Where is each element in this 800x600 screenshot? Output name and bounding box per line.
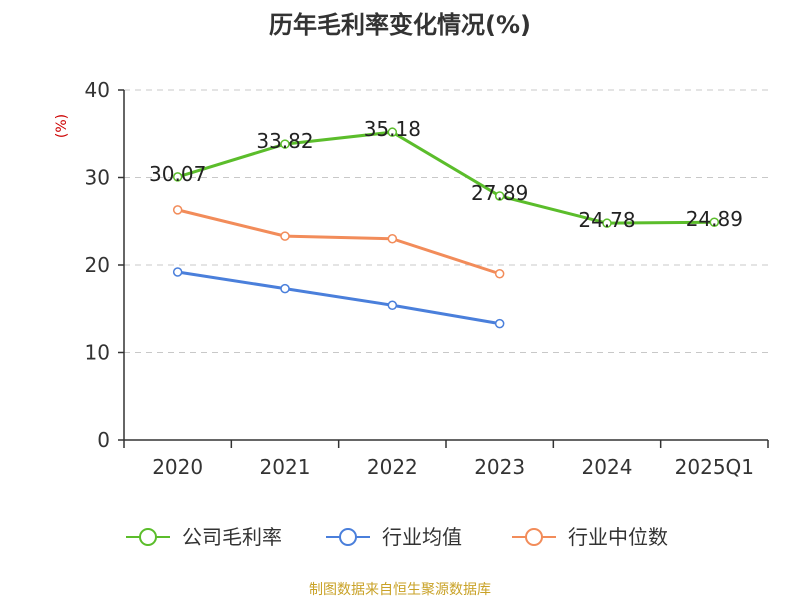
- data-point-s0-2023: [494, 191, 505, 201]
- x-tick-label-2024: 2024: [582, 455, 633, 479]
- x-tick-label-2023: 2023: [474, 455, 525, 479]
- data-point-s1-2021: [280, 283, 290, 294]
- data-point-s0-2025Q1: [709, 217, 720, 227]
- y-axis-unit-label: (%): [54, 114, 70, 138]
- axes: 0 10 20 30 40 2020 2021 2022 2023 2024 2025Q1: [85, 78, 769, 479]
- data-point-s1-2022: [387, 300, 398, 310]
- data-point-s0-2022: [387, 127, 398, 137]
- legend-marker-2: [525, 528, 543, 546]
- x-tick-label-2021: 2021: [260, 455, 311, 479]
- data-label-s0-2022: 35.18: [364, 117, 421, 141]
- data-point-s0-2020: [172, 172, 183, 182]
- legend-label-1: 行业均值: [382, 525, 462, 549]
- data-point-s2-2020: [172, 205, 183, 215]
- x-tick-label-2025Q1: 2025Q1: [675, 455, 754, 479]
- legend-marker-0: [139, 528, 157, 546]
- chart-title: 历年毛利率变化情况(%): [269, 11, 531, 39]
- x-tick-label-2020: 2020: [152, 455, 203, 479]
- legend-label-0: 公司毛利率: [182, 525, 282, 549]
- data-point-s2-2022: [387, 234, 398, 244]
- data-point-s2-2021: [280, 231, 290, 241]
- series-line-1: [177, 270, 500, 326]
- data-label-s0-2025Q1: 24.89: [686, 207, 743, 231]
- series-lines: [172, 127, 720, 329]
- data-point-s1-2023: [494, 318, 505, 329]
- series-line-0: [177, 130, 715, 225]
- y-tick-label-40: 40: [85, 78, 110, 102]
- y-tick-label-20: 20: [85, 253, 110, 277]
- y-tick-label-0: 0: [97, 428, 110, 452]
- y-tick-label-10: 10: [85, 341, 110, 365]
- data-point-s1-2020: [172, 267, 183, 277]
- grid-lines: [124, 89, 768, 353]
- data-label-s0-2024: 24.78: [578, 208, 635, 232]
- y-tick-label-30: 30: [85, 166, 110, 190]
- x-tick-label-2022: 2022: [367, 455, 418, 479]
- legend-label-2: 行业中位数: [568, 525, 668, 549]
- legend-marker-1: [339, 528, 357, 546]
- legend: 公司毛利率 行业均值 行业中位数: [126, 525, 668, 549]
- data-label-s0-2023: 27.89: [471, 181, 528, 205]
- data-point-s0-2024: [602, 218, 612, 228]
- data-labels: 30.07 33.82 35.18 27.89 24.78 24.89: [149, 117, 743, 232]
- series-line-2: [177, 208, 501, 276]
- data-point-s2-2023: [494, 269, 505, 279]
- source-note: 制图数据来自恒生聚源数据库: [309, 582, 491, 598]
- data-label-s0-2021: 33.82: [256, 129, 313, 153]
- data-label-s0-2020: 30.07: [149, 162, 206, 186]
- data-point-s0-2021: [280, 139, 290, 149]
